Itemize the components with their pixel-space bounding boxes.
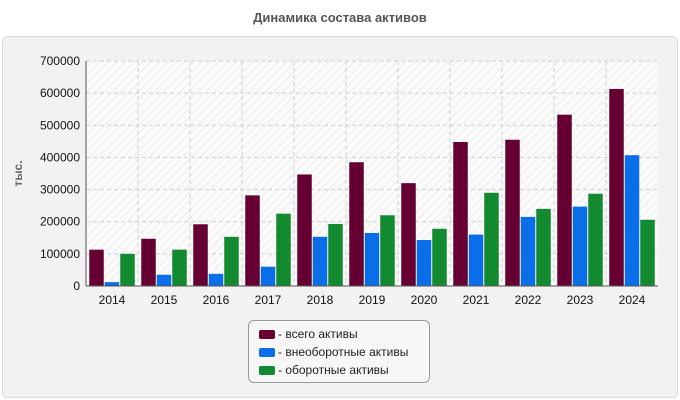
bar-2017-3 — [276, 213, 291, 286]
legend-swatch — [259, 329, 275, 339]
x-tick-label: 2018 — [307, 293, 334, 307]
bar-2016-2 — [208, 273, 224, 286]
bar-2024-3 — [640, 219, 655, 286]
bar-2021-2 — [468, 234, 484, 286]
bar-2014-1 — [89, 249, 104, 286]
bar-2017-2 — [260, 266, 276, 286]
legend-item: - оборотные активы — [259, 361, 429, 379]
bar-2024-1 — [609, 88, 624, 286]
bar-2015-3 — [172, 249, 187, 286]
y-tick-label: 500000 — [40, 118, 80, 132]
x-tick-label: 2024 — [619, 293, 646, 307]
legend-swatch — [259, 365, 275, 375]
bar-2015-1 — [141, 238, 156, 286]
bar-2020-3 — [432, 228, 447, 286]
x-tick-label: 2020 — [411, 293, 438, 307]
y-tick-label: 400000 — [40, 150, 80, 164]
bar-2016-3 — [224, 236, 239, 286]
x-tick-label: 2022 — [515, 293, 542, 307]
bar-2022-1 — [505, 139, 520, 286]
bar-2021-1 — [453, 142, 468, 286]
bar-2018-3 — [328, 223, 343, 286]
y-tick-label: 700000 — [40, 54, 80, 68]
x-tick-label: 2014 — [99, 293, 126, 307]
bar-2019-2 — [364, 232, 380, 286]
bar-2014-3 — [120, 253, 135, 286]
x-tick-label: 2021 — [463, 293, 490, 307]
bar-2014-2 — [104, 282, 120, 286]
bar-2020-1 — [401, 183, 416, 286]
bar-2022-3 — [536, 208, 551, 286]
legend-label: - оборотные активы — [278, 363, 389, 377]
bar-2017-1 — [245, 195, 260, 286]
x-tick-label: 2015 — [151, 293, 178, 307]
y-tick-label: 300000 — [40, 183, 80, 197]
bar-2018-2 — [312, 236, 328, 286]
legend-item: - внеоборотные активы — [259, 343, 429, 361]
chart-legend: - всего активы - внеоборотные активы - обо… — [248, 320, 430, 383]
y-tick-label: 200000 — [40, 215, 80, 229]
x-tick-label: 2016 — [203, 293, 230, 307]
chart-title: Динамика состава активов — [253, 10, 427, 25]
bar-2016-1 — [193, 224, 208, 286]
y-tick-label: 0 — [73, 279, 80, 293]
legend-label: - внеоборотные активы — [278, 345, 409, 359]
bar-2018-1 — [297, 174, 312, 286]
bar-2021-3 — [484, 192, 499, 286]
bar-2022-2 — [520, 216, 536, 286]
legend-swatch — [259, 347, 275, 357]
y-tick-label: 600000 — [40, 86, 80, 100]
bar-2019-1 — [349, 162, 364, 286]
bar-2015-2 — [156, 274, 172, 286]
bar-2023-2 — [572, 206, 588, 286]
x-tick-label: 2019 — [359, 293, 386, 307]
x-tick-label: 2017 — [255, 293, 282, 307]
bar-2023-3 — [588, 193, 603, 286]
x-tick-label: 2023 — [567, 293, 594, 307]
y-tick-label: 100000 — [40, 247, 80, 261]
legend-item: - всего активы — [259, 325, 429, 343]
bar-2024-2 — [624, 155, 640, 286]
legend-label: - всего активы — [278, 327, 358, 341]
bar-2023-1 — [557, 114, 572, 286]
y-axis-label: тыс. — [11, 160, 25, 186]
bar-2020-2 — [416, 240, 432, 286]
bar-2019-3 — [380, 215, 395, 286]
